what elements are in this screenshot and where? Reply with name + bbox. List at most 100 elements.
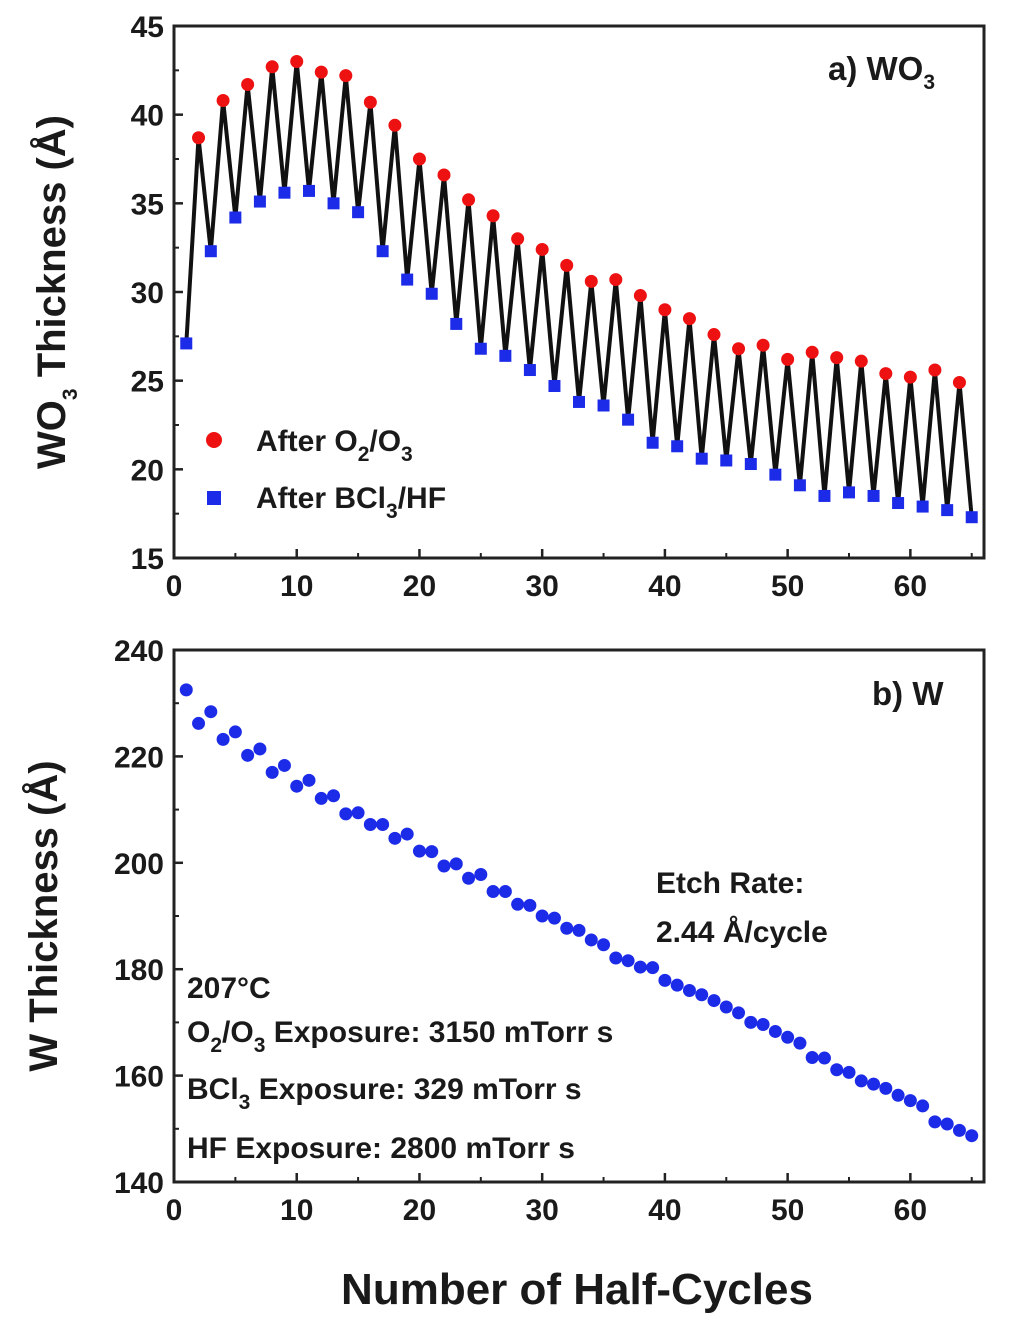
w-thickness-point	[609, 951, 623, 965]
etched-point	[818, 489, 831, 502]
oxidized-point	[903, 370, 917, 384]
etched-point	[204, 245, 217, 258]
w-thickness-point	[351, 806, 365, 820]
etched-point	[646, 436, 659, 449]
bcl3-exposure-label: BCl3 Exposure: 329 mTorr s	[187, 1073, 582, 1114]
panel-a-y-axis-label: WO3 Thickness (Å)	[29, 115, 82, 469]
panel-b-x-tick-label: 20	[403, 1194, 436, 1227]
etched-point	[769, 468, 782, 481]
etched-point	[229, 211, 242, 224]
w-thickness-point	[277, 758, 291, 772]
panel-a-y-tick-label: 45	[131, 11, 164, 44]
panel-a-title: a) WO3	[828, 50, 935, 94]
w-thickness-point	[253, 742, 267, 756]
w-thickness-point	[719, 1000, 733, 1014]
oxidized-point	[412, 152, 426, 166]
oxidized-point	[486, 209, 500, 223]
panel-a-x-tick-label: 60	[894, 570, 927, 603]
w-thickness-point	[425, 845, 439, 859]
oxidized-point	[756, 338, 770, 352]
oxidized-point	[462, 193, 476, 207]
w-thickness-point	[744, 1015, 758, 1029]
panel-a-x-tick-label: 50	[771, 570, 804, 603]
etched-point	[499, 349, 512, 362]
etched-point	[548, 379, 561, 392]
panel-a-x-tick-label: 10	[280, 570, 313, 603]
panel-a-y-tick-label: 15	[131, 543, 164, 576]
oxidized-point	[805, 345, 819, 359]
oxidized-point	[560, 258, 574, 272]
etched-point	[941, 504, 954, 517]
oxidized-point	[658, 303, 672, 317]
w-thickness-point	[584, 933, 598, 947]
etched-point	[720, 454, 733, 467]
w-thickness-point	[817, 1051, 831, 1065]
w-thickness-point	[928, 1115, 942, 1129]
panel-a-y-tick-label: 25	[131, 366, 164, 399]
w-thickness-point	[695, 988, 709, 1002]
etched-point	[278, 186, 291, 199]
oxidized-point	[363, 95, 377, 109]
panel-b-y-tick-label: 240	[114, 635, 164, 668]
w-thickness-point	[511, 897, 525, 911]
legend-oxidized-marker	[206, 432, 222, 448]
etched-point	[916, 500, 929, 513]
panel-b-y-tick-label: 140	[114, 1167, 164, 1200]
w-thickness-point	[412, 844, 426, 858]
w-thickness-point	[486, 885, 500, 899]
w-thickness-point	[339, 807, 353, 821]
w-thickness-point	[572, 923, 586, 937]
w-thickness-point	[768, 1024, 782, 1038]
w-thickness-point	[903, 1094, 917, 1108]
etched-point	[523, 364, 536, 377]
oxidized-point	[682, 312, 696, 326]
w-thickness-point	[560, 921, 574, 935]
panel-b-x-tick-label: 30	[525, 1194, 558, 1227]
w-thickness-point	[523, 898, 537, 912]
oxidized-point	[265, 60, 279, 74]
panel-a-y-tick-label: 40	[131, 100, 164, 133]
panel-b-x-tick-label: 60	[894, 1194, 927, 1227]
w-thickness-point	[940, 1117, 954, 1131]
w-thickness-point	[658, 973, 672, 987]
oxidized-point	[437, 168, 451, 182]
panel-a-x-tick-label: 40	[648, 570, 681, 603]
etch-rate-value: 2.44 Å/cycle	[656, 916, 828, 949]
oxidized-point	[314, 65, 328, 79]
oxidized-point	[388, 118, 402, 132]
w-thickness-point	[204, 705, 218, 719]
etched-point	[352, 206, 365, 219]
panel-a-legend: After O2/O3 After BCl3/HF	[206, 425, 446, 523]
panel-b: b) W W Thickness (Å) Etch Rate: 2.44 Å/c…	[21, 635, 986, 1227]
oxidized-point	[928, 363, 942, 377]
oxidized-point	[290, 54, 304, 68]
w-thickness-point	[449, 857, 463, 871]
w-thickness-point	[400, 827, 414, 841]
w-thickness-point	[756, 1018, 770, 1032]
etched-point	[622, 413, 635, 426]
oxidized-point	[609, 273, 623, 287]
legend-etched-label: After BCl3/HF	[256, 482, 446, 523]
oxidized-point	[535, 242, 549, 256]
panel-b-title: b) W	[872, 675, 944, 712]
etched-point	[695, 452, 708, 465]
w-thickness-point	[290, 779, 304, 793]
w-thickness-point	[462, 871, 476, 885]
w-thickness-point	[891, 1088, 905, 1102]
w-thickness-point	[228, 725, 242, 739]
w-thickness-point	[916, 1099, 930, 1113]
o2-exposure-label: O2/O3 Exposure: 3150 mTorr s	[187, 1016, 613, 1057]
panel-b-y-axis-label: W Thickness (Å)	[21, 760, 66, 1071]
temperature-label: 207°C	[187, 972, 271, 1005]
etched-point	[425, 287, 438, 300]
etch-rate-label: Etch Rate:	[656, 867, 804, 900]
oxidized-point	[584, 274, 598, 288]
panel-a-y-tick-label: 35	[131, 188, 164, 221]
w-thickness-point	[842, 1065, 856, 1079]
w-thickness-point	[192, 716, 206, 730]
x-axis-label: Number of Half-Cycles	[341, 1265, 813, 1314]
panel-a-x-tick-label: 30	[525, 570, 558, 603]
w-thickness-point	[707, 994, 721, 1008]
panel-b-x-tick-label: 10	[280, 1194, 313, 1227]
etched-point	[965, 511, 978, 524]
